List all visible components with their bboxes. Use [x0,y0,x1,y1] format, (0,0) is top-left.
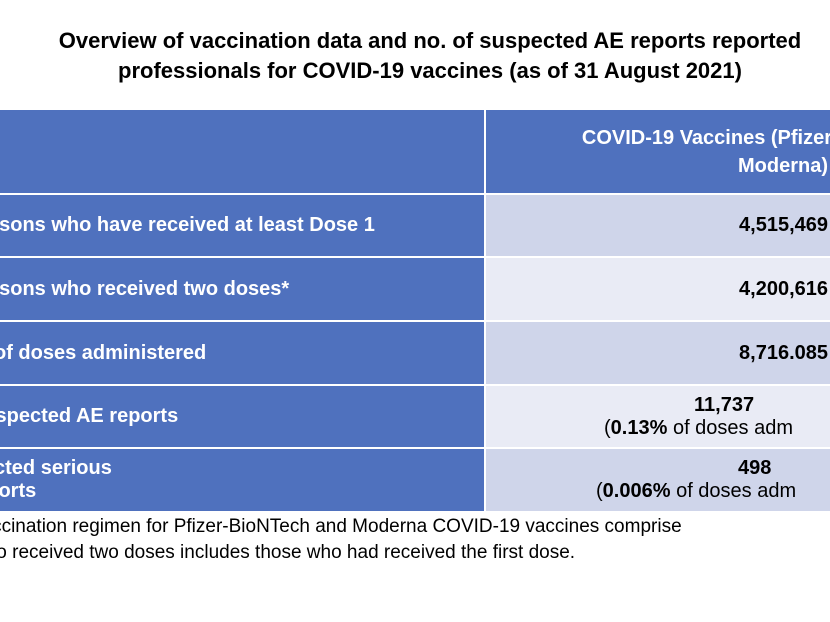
title-line-1: Overview of vaccination data and no. of … [58,28,802,53]
header-cell-label [0,110,486,193]
footnotes: vaccination regimen for Pfizer-BioNTech … [0,514,682,566]
title-line-2: professionals for COVID-19 vaccines (as … [118,58,742,83]
table-row: persons who received two doses* 4,200,61… [0,258,830,322]
row-value-cell: 8,716.085 [486,322,830,384]
row-label: Suspected AE reports [0,386,486,447]
table-row: Suspected serious3 AE reports 498 (0.006… [0,449,830,513]
row-percentage: (0.13% of doses adm [604,416,794,439]
row-value-cell: 498 (0.006% of doses adm [486,449,830,511]
table-header-row: COVID-19 Vaccines (Pfizer Moderna) [0,110,830,195]
row-label: persons who received two doses* [0,258,486,320]
row-value: 498 [738,457,772,479]
row-value-cell: 4,515,469 [486,195,830,256]
header-vaccines-line-2: Moderna) [738,154,828,177]
row-value: 4,515,469 [739,214,828,236]
row-value-cell: 11,737 (0.13% of doses adm [486,386,830,447]
page-title: Overview of vaccination data and no. of … [0,26,830,86]
row-percentage: (0.006% of doses adm [596,480,797,502]
footnote-line-2: who received two doses includes those wh… [0,542,576,563]
row-value: 4,200,616 [739,277,828,300]
header-vaccines-line-1: COVID-19 Vaccines (Pfizer [581,126,830,149]
row-value: 8,716.085 [739,341,828,364]
row-label: persons who have received at least Dose … [0,195,486,256]
row-label: of doses administered [0,322,486,384]
table-row: persons who have received at least Dose … [0,195,830,258]
vaccination-table: COVID-19 Vaccines (Pfizer Moderna) perso… [0,108,830,513]
row-value: 11,737 [694,393,755,416]
header-cell-vaccines: COVID-19 Vaccines (Pfizer Moderna) [486,110,830,193]
table-row: of doses administered 8,716.085 [0,322,830,386]
table-row: Suspected AE reports 11,737 (0.13% of do… [0,386,830,449]
row-value-cell: 4,200,616 [486,258,830,320]
footnote-line-1: vaccination regimen for Pfizer-BioNTech … [0,516,682,537]
row-label: Suspected serious3 AE reports [0,449,486,511]
